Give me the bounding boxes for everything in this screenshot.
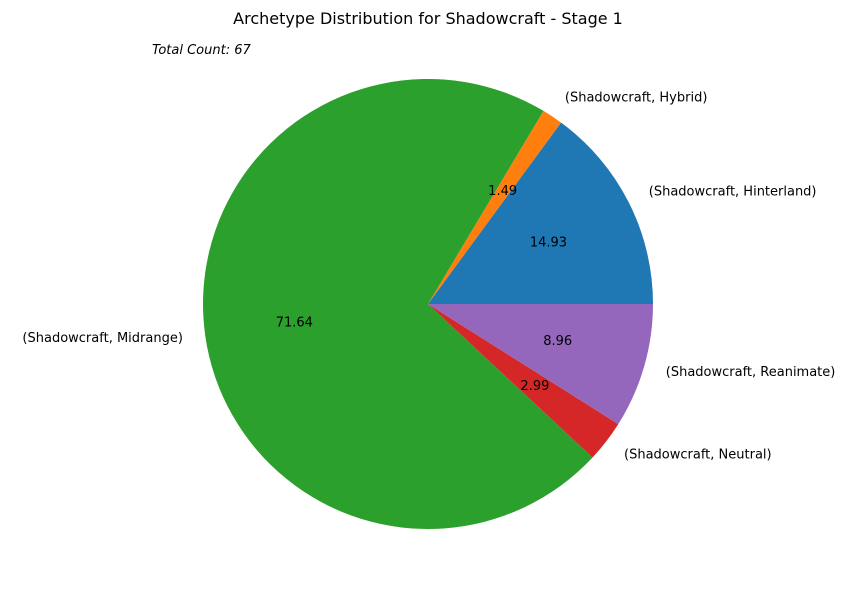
slice-label-shadowcraft-hybrid: (Shadowcraft, Hybrid) [565,90,708,105]
value-label-shadowcraft-reanimate: 8.96 [543,334,572,349]
slice-shadowcraft-midrange [202,79,593,529]
slice-label-shadowcraft-hinterland: (Shadowcraft, Hinterland) [649,185,817,200]
slice-label-shadowcraft-midrange: (Shadowcraft, Midrange) [22,331,183,346]
total-count-annotation: Total Count: 67 [152,43,251,58]
value-label-shadowcraft-midrange: 71.64 [276,315,313,330]
slice-shadowcraft-neutral [428,304,619,458]
value-label-shadowcraft-hybrid: 1.49 [488,184,517,199]
chart-title: Archetype Distribution for Shadowcraft -… [233,9,623,28]
slice-shadowcraft-hybrid [428,110,562,304]
slice-label-shadowcraft-neutral: (Shadowcraft, Neutral) [624,448,772,463]
pie-slices [202,79,653,529]
value-label-shadowcraft-neutral: 2.99 [520,379,549,394]
slice-shadowcraft-hinterland [428,122,653,304]
pie-labels: (Shadowcraft, Hinterland) 14.93 (Shadowcra… [22,90,835,462]
slice-label-shadowcraft-reanimate: (Shadowcraft, Reanimate) [666,365,836,380]
slice-shadowcraft-reanimate [428,304,653,425]
value-label-shadowcraft-hinterland: 14.93 [530,235,567,250]
